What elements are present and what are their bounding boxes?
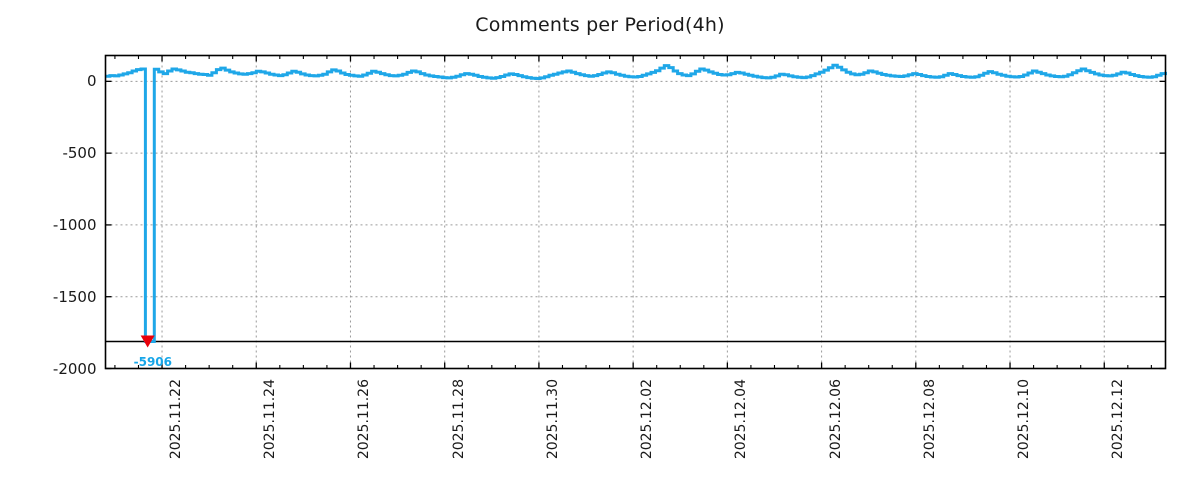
y-tick-label: -1000 [52, 215, 97, 234]
y-tick-label: -1500 [52, 287, 97, 306]
x-tick-label: 2025.12.06 [827, 378, 844, 459]
x-tick-label: 2025.12.02 [639, 378, 656, 459]
x-tick-label: 2025.12.12 [1110, 378, 1127, 459]
x-tick-label: 2025.11.26 [356, 378, 373, 459]
minimum-value-annotation: -5906 [133, 354, 173, 369]
data-series-line [105, 63, 1167, 343]
x-tick-label: 2025.11.22 [168, 378, 185, 459]
chart-title: Comments per Period(4h) [475, 14, 725, 36]
y-tick-label: 0 [86, 72, 97, 91]
x-tick-label: 2025.11.24 [262, 378, 279, 459]
grid-lines [105, 55, 1166, 369]
axis-ticks [105, 55, 1166, 370]
x-tick-label: 2025.12.10 [1016, 378, 1033, 459]
x-tick-label: 2025.11.30 [544, 378, 561, 459]
y-tick-label: -500 [62, 144, 97, 163]
x-tick-label: 2025.12.08 [921, 378, 938, 459]
plot-frame [104, 54, 1167, 370]
x-tick-label: 2025.12.04 [733, 378, 750, 459]
x-tick-label: 2025.11.28 [450, 378, 467, 459]
y-tick-label: -2000 [52, 359, 97, 378]
minimum-marker-icon [140, 335, 155, 348]
